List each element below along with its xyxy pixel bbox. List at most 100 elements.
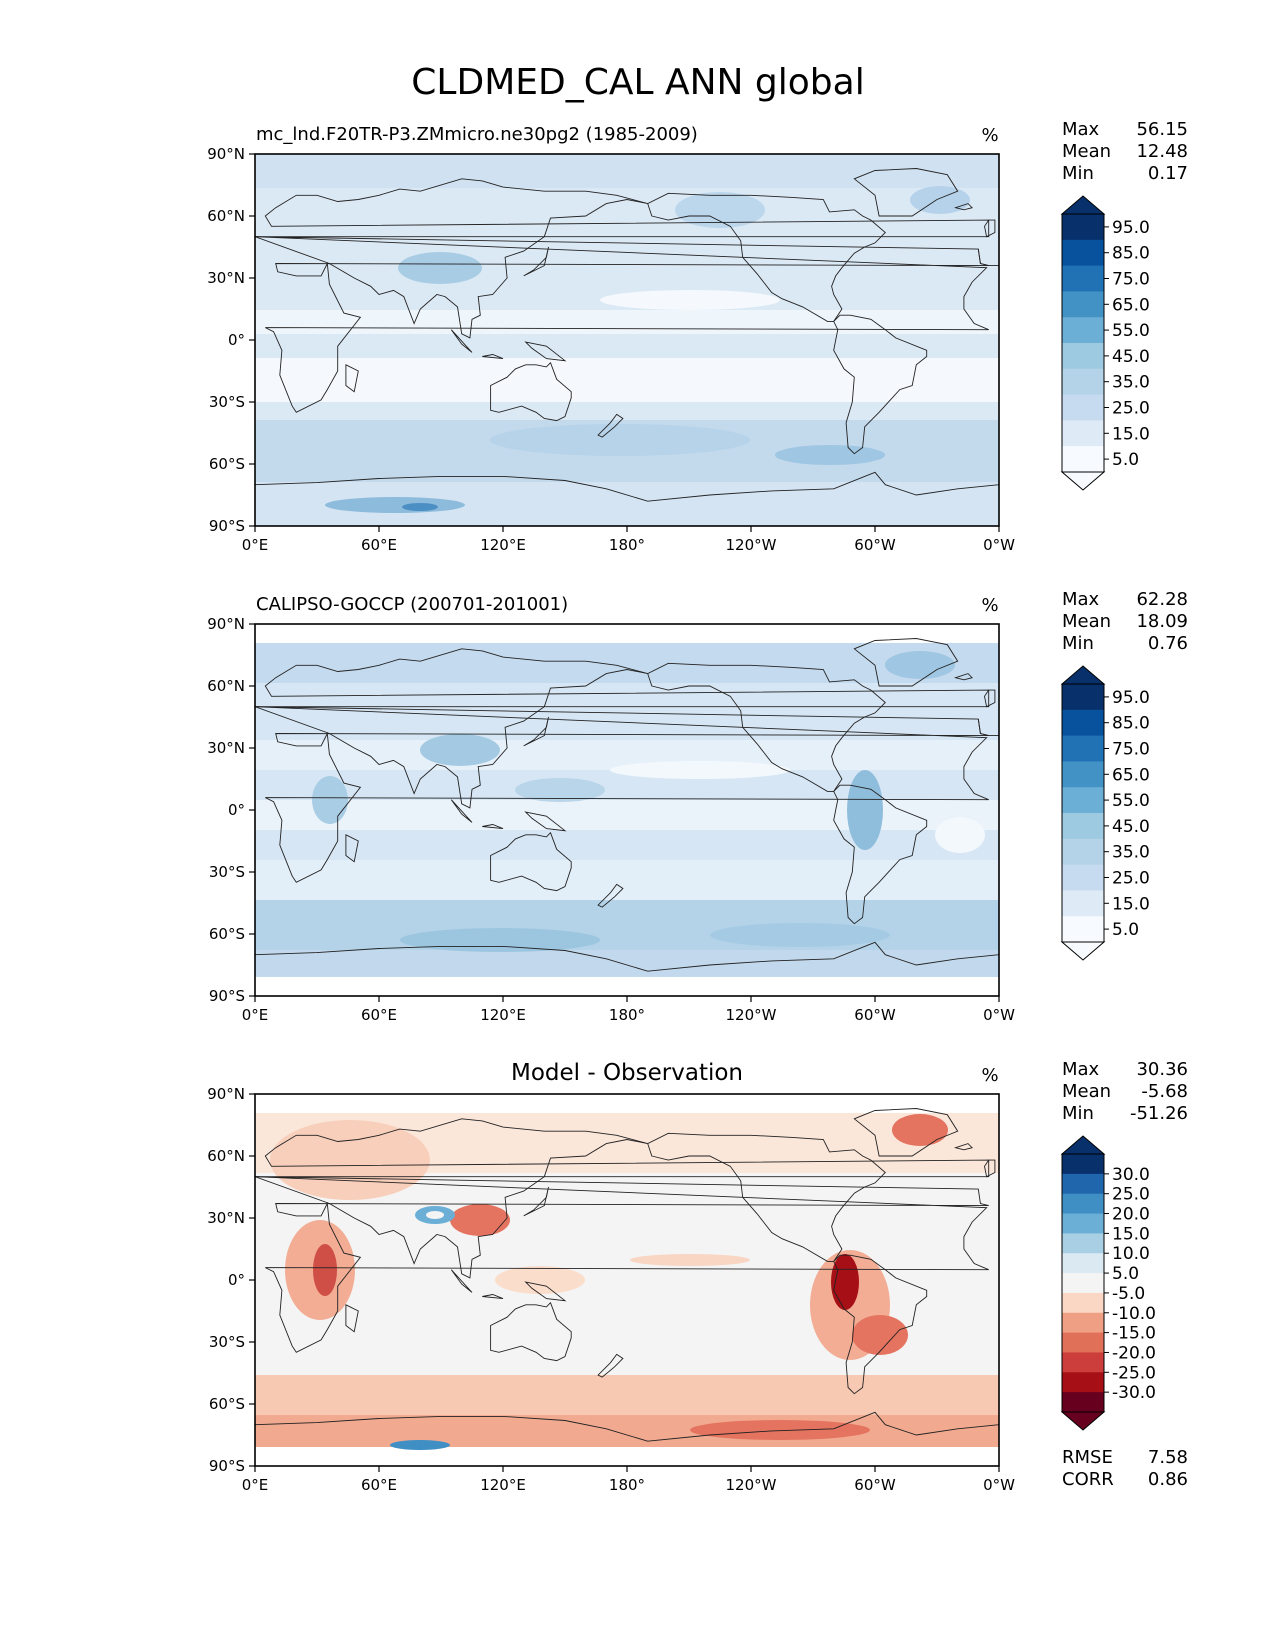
band: [255, 800, 999, 830]
y-tick-label: 60°N: [207, 677, 245, 695]
colorbar-frame: [1061, 683, 1105, 943]
colorbar-label: -15.0: [1112, 1324, 1156, 1344]
coastline: [984, 689, 996, 708]
stats-block: Max 30.36 Mean -5.68 Min -51.26: [1062, 1059, 1188, 1124]
blob: [892, 1114, 948, 1146]
stat-mean-label: Mean: [1062, 141, 1111, 162]
x-tick-label: 120°W: [726, 536, 777, 554]
stat-min-value: 0.17: [1148, 163, 1188, 184]
corr-label: CORR: [1062, 1469, 1114, 1490]
x-tick-label: 0°W: [983, 536, 1015, 554]
coastline: [853, 168, 959, 217]
y-tick-label: 90°S: [209, 1457, 245, 1475]
blob: [831, 1254, 859, 1310]
blob: [710, 923, 890, 947]
axis-ticks: 0°E 60°E 120°E 180° 120°W 60°W 0°W 90°N 60°N 30°N…: [207, 145, 1015, 554]
colorbar-segment: [1062, 1193, 1104, 1215]
x-tick-label: 60°E: [361, 1476, 397, 1494]
stat-max-label: Max: [1062, 1059, 1100, 1080]
stat-max-label: Max: [1062, 589, 1100, 610]
y-tick-label: 30°S: [209, 863, 245, 881]
colorbar-label: 25.0: [1112, 869, 1150, 889]
y-tick-label: 90°N: [207, 1085, 245, 1103]
blob: [935, 817, 985, 853]
x-tick-label: 120°E: [480, 536, 526, 554]
colorbar-label: 75.0: [1112, 740, 1150, 760]
stat-mean-value: 12.48: [1136, 141, 1188, 162]
colorbar-label: 85.0: [1112, 244, 1150, 264]
colorbar-label: 35.0: [1112, 373, 1150, 393]
blob: [610, 761, 790, 779]
coastline: [482, 1294, 504, 1300]
coastline: [450, 1269, 473, 1293]
colorbar-segment: [1062, 1352, 1104, 1373]
coastline: [345, 834, 359, 863]
x-tick-label: 120°E: [480, 1006, 526, 1024]
panel-difference: Model - Observation % 0°E 60°E 120°E 180° 12…: [207, 1059, 1188, 1494]
coastline: [255, 941, 999, 972]
colorbar-segment: [1062, 1332, 1104, 1353]
blob: [450, 1204, 510, 1236]
band: [255, 154, 999, 188]
colorbar-label: 15.0: [1112, 424, 1150, 444]
colorbar-segment: [1062, 787, 1104, 814]
colorbar-extend-top: [1060, 1135, 1106, 1155]
coastline: [345, 1304, 359, 1333]
coastline: [345, 364, 359, 393]
x-tick-label: 60°E: [361, 536, 397, 554]
colorbar-label: 45.0: [1112, 347, 1150, 367]
y-tick-label: 60°S: [209, 1395, 245, 1413]
colorbar-segment: [1062, 864, 1104, 891]
colorbar-label: 75.0: [1112, 270, 1150, 290]
map-area: [255, 154, 999, 526]
y-tick-label: 60°S: [209, 455, 245, 473]
blob: [495, 1266, 585, 1294]
blob: [690, 1420, 870, 1440]
stat-min-value: 0.76: [1148, 633, 1188, 654]
blob: [390, 1440, 450, 1450]
coastline: [853, 1108, 959, 1157]
colorbar-segment: [1062, 1173, 1104, 1195]
colorbar-segment: [1062, 709, 1104, 737]
coastline: [523, 1186, 549, 1217]
colorbar-label: 55.0: [1112, 791, 1150, 811]
stat-mean-label: Mean: [1062, 611, 1111, 632]
y-tick-label: 30°N: [207, 1209, 245, 1227]
coastline: [597, 413, 624, 438]
colorbar-label: -20.0: [1112, 1343, 1156, 1363]
colorbar-segment: [1062, 1372, 1104, 1393]
x-tick-label: 60°W: [854, 1006, 896, 1024]
colorbar: 95.0 85.0 75.0 65.0 55.0 45.0 35.0 25.0 15.0 5.0: [1060, 665, 1150, 961]
colorbar-label: 5.0: [1112, 920, 1139, 940]
y-tick-label: 90°N: [207, 615, 245, 633]
stat-max-label: Max: [1062, 119, 1100, 140]
blob: [630, 1254, 750, 1266]
colorbar-segment: [1062, 813, 1104, 840]
colorbar-segment: [1062, 890, 1104, 917]
metrics-block: RMSE 7.58 CORR 0.86: [1062, 1447, 1188, 1490]
colorbar-extend-top: [1060, 665, 1106, 685]
colorbar-label: 95.0: [1112, 218, 1150, 238]
map-area: [255, 643, 999, 977]
colorbar-segment: [1062, 1154, 1104, 1175]
units-label: %: [981, 595, 998, 616]
y-tick-label: 60°N: [207, 207, 245, 225]
coastline: [977, 249, 999, 267]
colorbar-label: 45.0: [1112, 817, 1150, 837]
coastlines: [255, 168, 999, 502]
blob: [490, 424, 750, 456]
colorbar-segment: [1062, 1253, 1104, 1274]
colorbar-label: 55.0: [1112, 321, 1150, 341]
band: [255, 1415, 999, 1447]
y-tick-label: 30°S: [209, 393, 245, 411]
colorbar-segment: [1062, 916, 1104, 943]
colorbar-label: 25.0: [1112, 1185, 1150, 1205]
stat-mean-value: 18.09: [1136, 611, 1188, 632]
panel-observation: CALIPSO-GOCCP (200701-201001) % 0°E 60°E 1…: [207, 589, 1188, 1024]
blob: [885, 651, 955, 679]
band: [255, 643, 999, 683]
colorbar-segment: [1062, 838, 1104, 866]
coastline: [255, 471, 999, 502]
y-tick-label: 0°: [228, 1271, 245, 1289]
